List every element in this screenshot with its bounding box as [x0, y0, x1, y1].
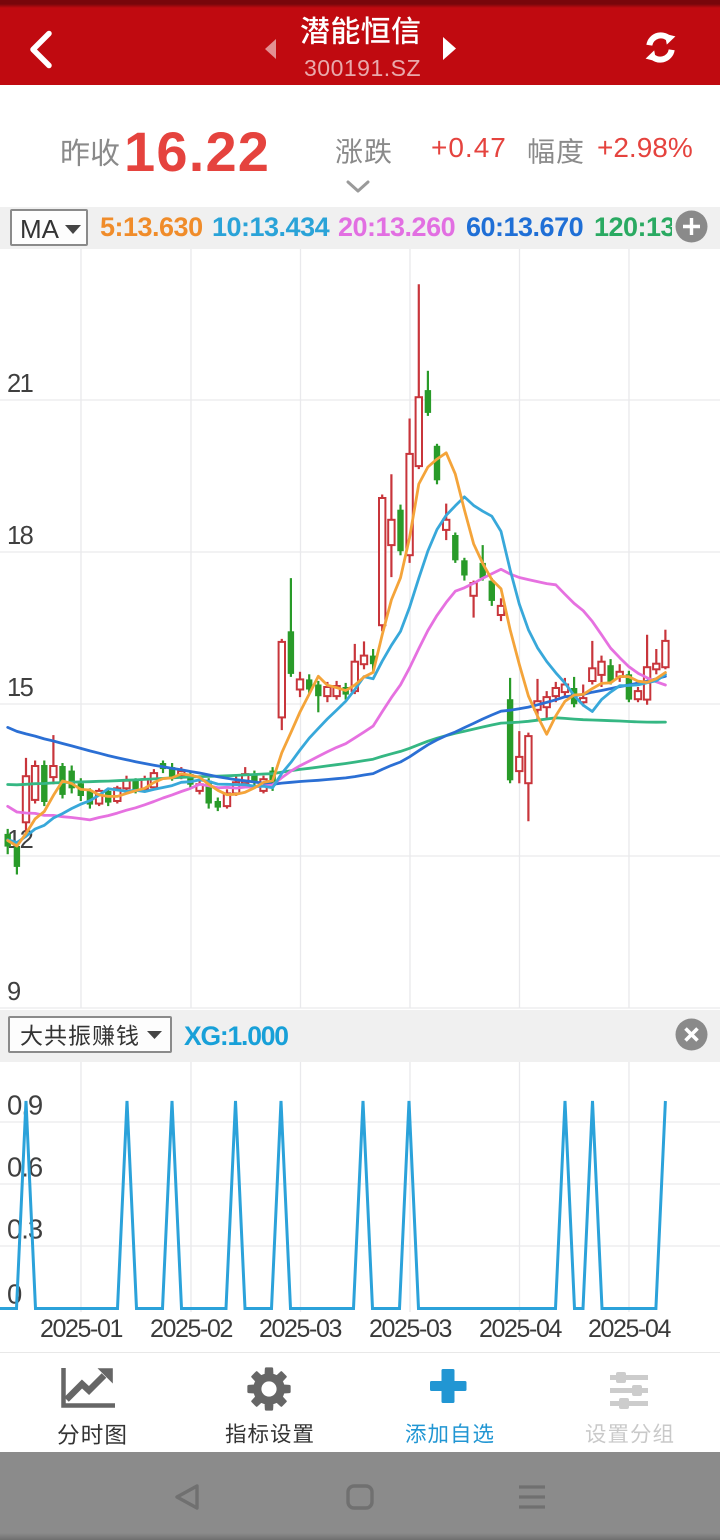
svg-text:0: 0 [7, 1279, 22, 1310]
svg-text:18: 18 [7, 522, 34, 550]
svg-text:21: 21 [7, 370, 33, 398]
svg-text:15: 15 [7, 674, 34, 702]
svg-text:0.3: 0.3 [7, 1214, 43, 1245]
svg-text:0.6: 0.6 [7, 1152, 43, 1183]
svg-text:9: 9 [7, 978, 20, 1006]
